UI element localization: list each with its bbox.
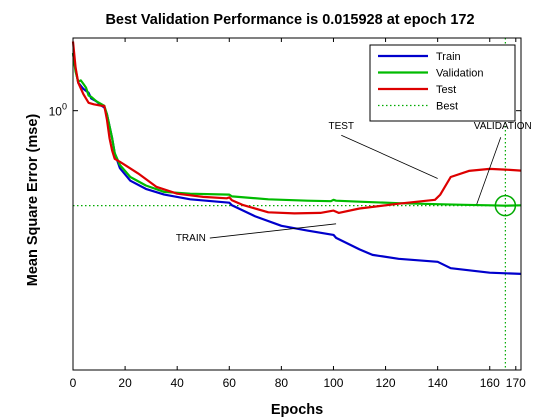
- x-tick-label: 80: [275, 376, 289, 390]
- series-line-train: [71, 52, 522, 275]
- annotation-train: TRAIN: [176, 233, 206, 244]
- chart-marks: 0 20 40 60 80 100 120 140 160 170 100 TEST VALIDATIO…: [49, 38, 532, 390]
- legend-label-best: Best: [436, 101, 458, 113]
- legend-box: [369, 44, 516, 122]
- legend-label-validation: Validation: [436, 68, 484, 80]
- y-axis-label: Mean Square Error (mse): [25, 114, 41, 287]
- axes-frame: [72, 37, 522, 371]
- best-point-marker: [494, 194, 517, 217]
- x-axis-label: Epochs: [271, 402, 323, 418]
- legend: Train Validation Test Best: [369, 44, 516, 122]
- y-tick-label: 100: [49, 102, 67, 119]
- x-tick-label: 140: [428, 376, 448, 390]
- legend-label-test: Test: [436, 84, 456, 96]
- series-line-test: [71, 41, 522, 215]
- x-tick-label: 100: [323, 376, 343, 390]
- x-tick-label: 170: [506, 376, 526, 390]
- annotation-leader-train: [209, 223, 337, 239]
- annotation-test: TEST: [328, 121, 354, 132]
- x-tick-label: 120: [376, 376, 396, 390]
- legend-label-train: Train: [436, 51, 461, 63]
- annotation-leader-validation: [476, 137, 502, 205]
- annotation-validation: VALIDATION: [474, 121, 532, 132]
- x-tick-label: 160: [480, 376, 500, 390]
- x-tick-label: 20: [118, 376, 132, 390]
- x-tick-label: 0: [70, 376, 77, 390]
- x-tick-label: 60: [223, 376, 237, 390]
- series-line-validation: [71, 52, 522, 207]
- annotation-leader-test: [341, 134, 438, 179]
- chart-title: Best Validation Performance is 0.015928 …: [105, 12, 474, 28]
- x-tick-label: 40: [171, 376, 185, 390]
